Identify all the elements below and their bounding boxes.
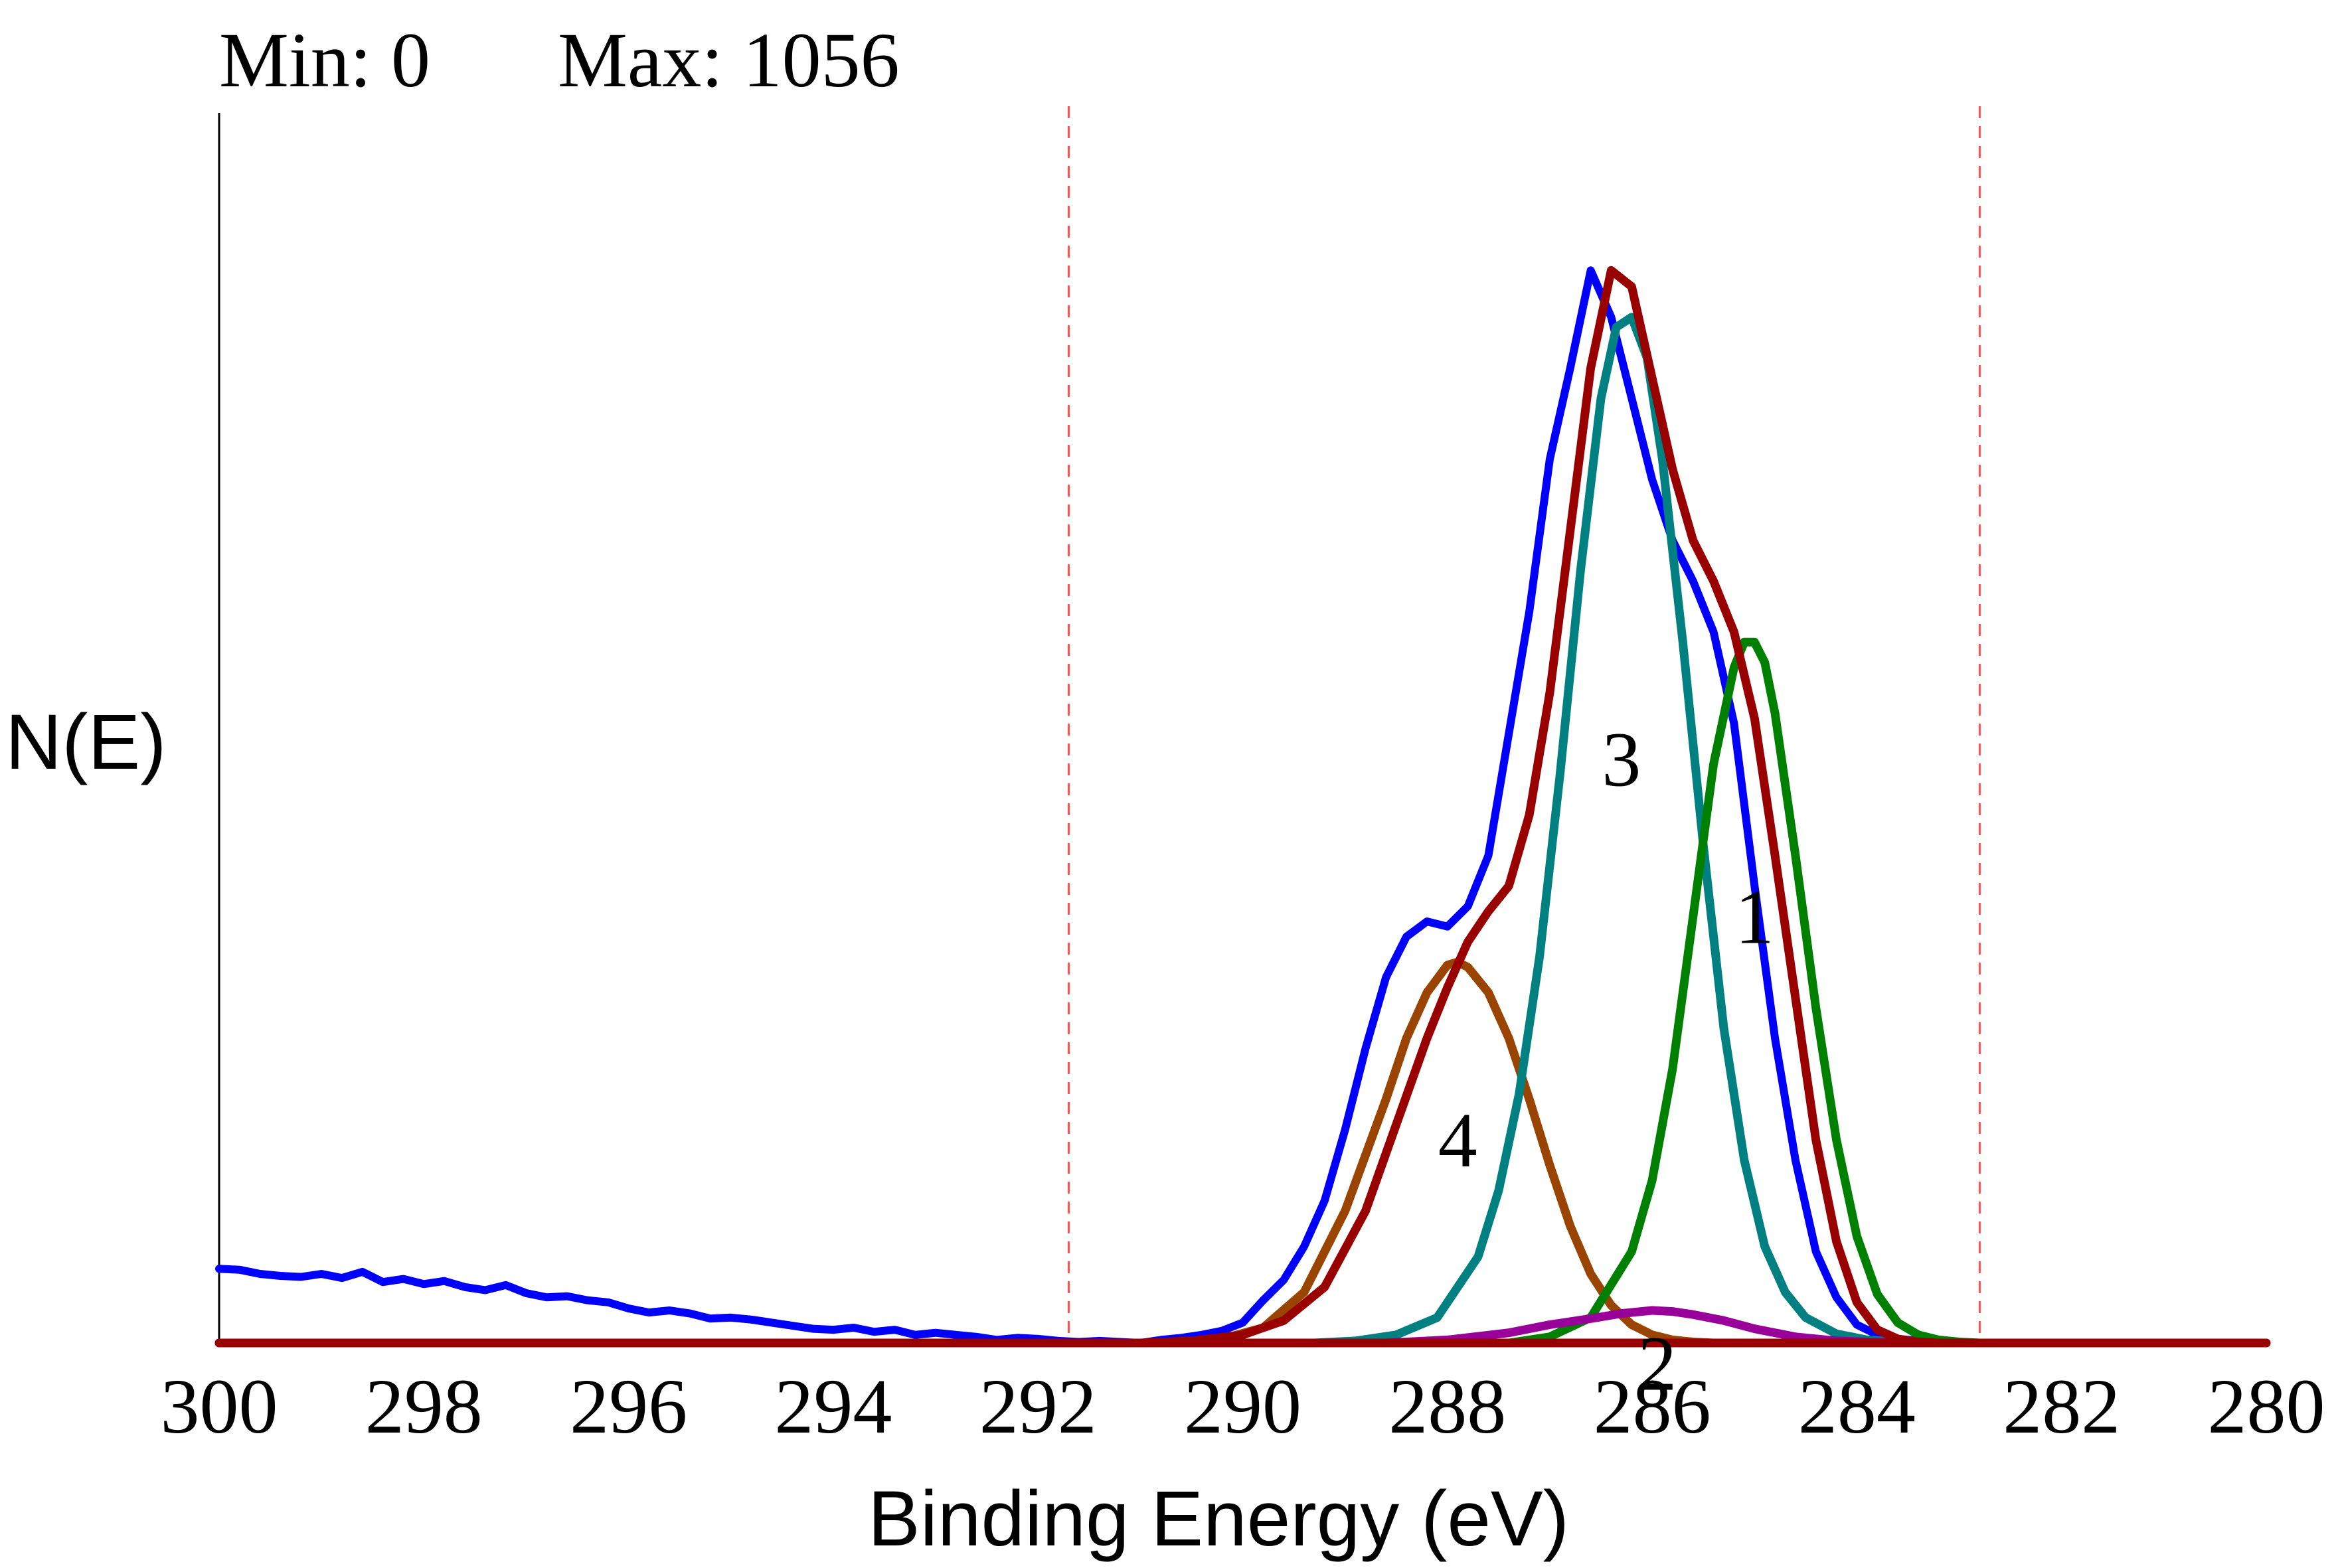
x-tick-labels: 300 298 296 294 292 290 288 286 284 282 280	[161, 1363, 2325, 1450]
peak-label-3: 3	[1602, 716, 1641, 803]
x-tick-label-298: 298	[365, 1363, 483, 1450]
max-label: Max: 1056	[558, 17, 900, 104]
x-tick-label-292: 292	[979, 1363, 1097, 1450]
series-peak-4	[1177, 957, 1718, 1348]
x-tick-label-290: 290	[1184, 1363, 1301, 1450]
x-tick-label-296: 296	[570, 1363, 687, 1450]
x-tick-label-284: 284	[1798, 1363, 1916, 1450]
x-tick-label-282: 282	[2003, 1363, 2120, 1450]
peak-annotations: 1 2 3 4	[1438, 716, 1774, 1407]
peak-label-1: 1	[1735, 873, 1774, 960]
series-layer	[214, 266, 2271, 1348]
y-axis-label: N(E)	[5, 698, 167, 786]
region-markers	[1067, 106, 1981, 1343]
x-tick-label-288: 288	[1388, 1363, 1506, 1450]
x-tick-label-286: 286	[1594, 1363, 1711, 1450]
x-tick-label-280: 280	[2208, 1363, 2325, 1450]
x-tick-label-294: 294	[774, 1363, 892, 1450]
series-envelope-fit-sum	[214, 266, 2271, 1348]
x-axis-label: Binding Energy (eV)	[868, 1475, 1569, 1563]
series-peak-2	[1381, 1306, 1902, 1348]
series-peak-1	[1504, 637, 1984, 1348]
peak-label-2: 2	[1637, 1320, 1677, 1407]
min-label: Min: 0	[219, 17, 430, 104]
x-tick-label-300: 300	[161, 1363, 278, 1450]
peak-label-4: 4	[1438, 1097, 1477, 1184]
